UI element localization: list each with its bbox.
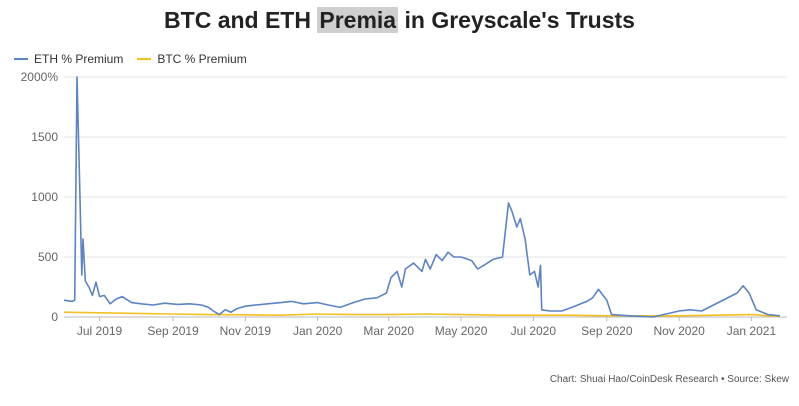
- x-tick-label: Mar 2020: [363, 324, 414, 338]
- x-tick-label: Sep 2020: [581, 324, 633, 338]
- x-tick-label: May 2020: [435, 324, 488, 338]
- y-tick-label: 2000%: [21, 70, 59, 84]
- title-highlight: Premia: [317, 7, 399, 33]
- x-tick-label: Jan 2020: [293, 324, 343, 338]
- y-tick-label: 0: [51, 310, 58, 324]
- x-tick-label: Jan 2021: [727, 324, 777, 338]
- y-tick-label: 1000: [31, 190, 58, 204]
- x-tick-label: Jul 2020: [511, 324, 557, 338]
- legend-label-btc: BTC % Premium: [157, 52, 247, 66]
- x-tick-label: Nov 2019: [220, 324, 272, 338]
- chart-credit: Chart: Shuai Hao/CoinDesk Research • Sou…: [549, 374, 789, 385]
- title-suffix: in Greyscale's Trusts: [398, 7, 635, 33]
- series-line-btc: [63, 311, 780, 318]
- legend: ETH % Premium BTC % Premium: [14, 52, 247, 66]
- series-line-eth: [63, 76, 780, 318]
- legend-item-eth: ETH % Premium: [14, 52, 123, 66]
- x-tick-label: Sep 2019: [147, 324, 199, 338]
- y-tick-label: 1500: [31, 130, 58, 144]
- chart-title: BTC and ETH Premia in Greyscale's Trusts: [0, 7, 799, 34]
- x-tick-label: Jul 2019: [77, 324, 123, 338]
- title-prefix: BTC and ETH: [164, 7, 318, 33]
- legend-item-btc: BTC % Premium: [137, 52, 247, 66]
- y-tick-label: 500: [38, 250, 58, 264]
- legend-swatch-eth: [14, 58, 28, 60]
- x-tick-label: Nov 2020: [653, 324, 705, 338]
- legend-label-eth: ETH % Premium: [34, 52, 124, 66]
- legend-swatch-btc: [137, 58, 152, 60]
